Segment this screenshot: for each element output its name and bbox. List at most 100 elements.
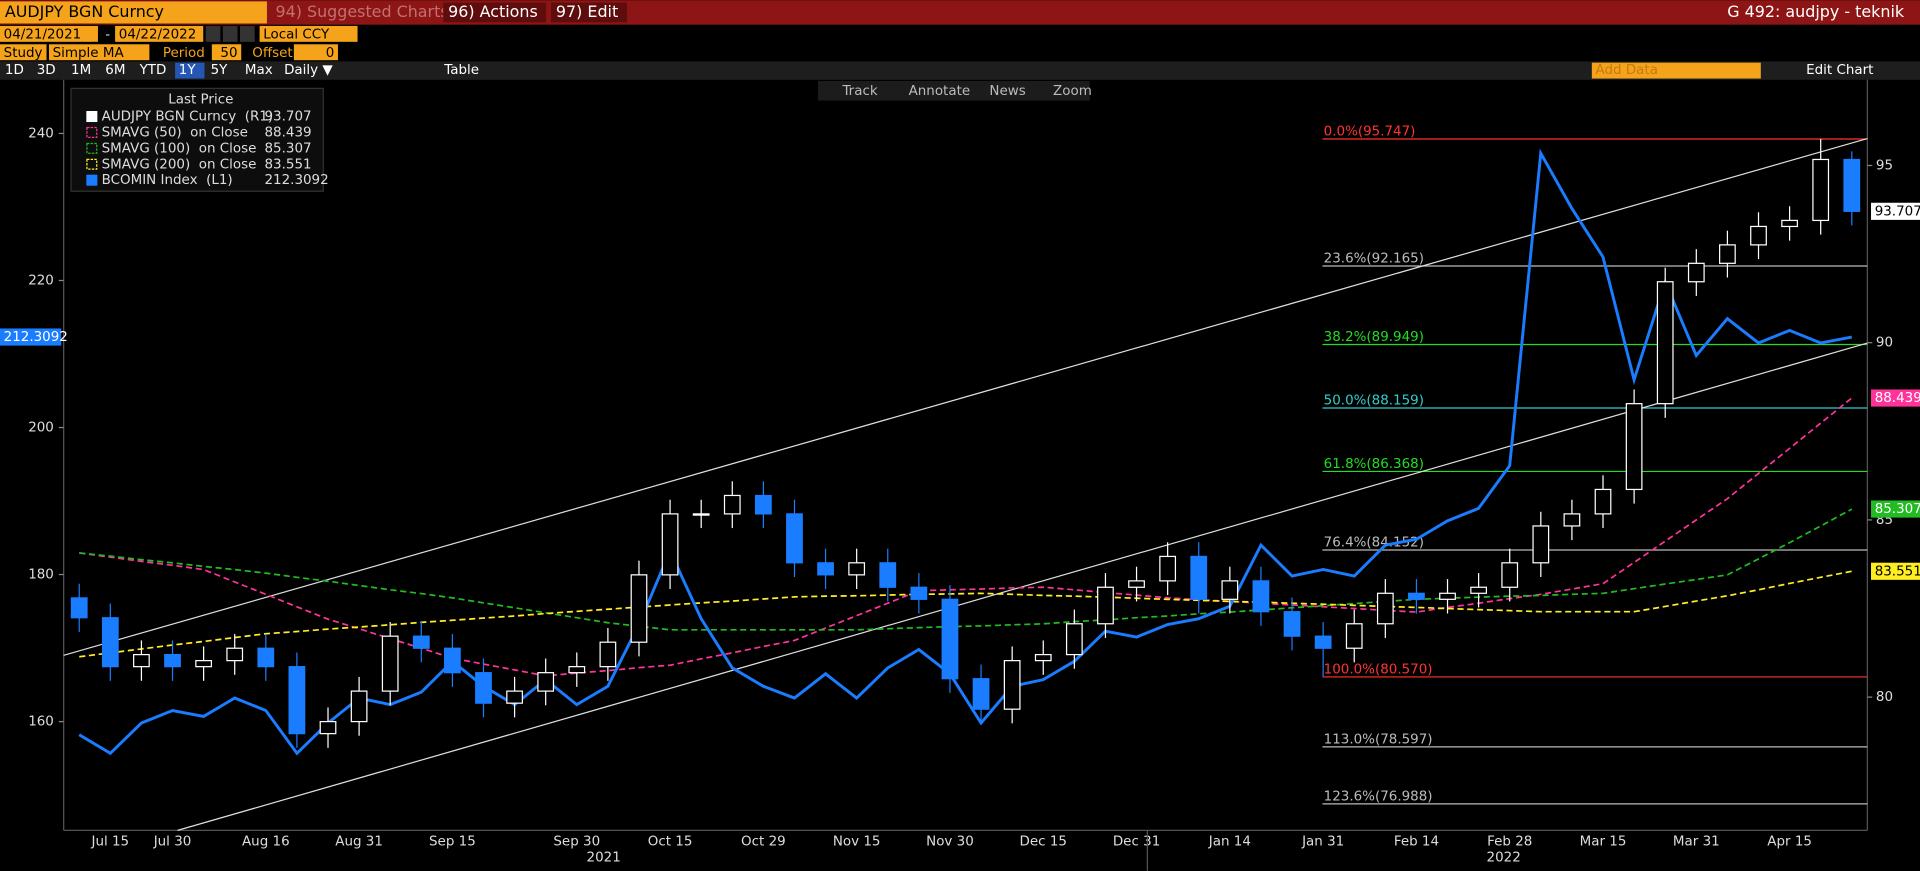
period-button[interactable]: Max — [245, 63, 273, 78]
candle-body — [319, 720, 337, 735]
start-date: 04/21/2021 — [4, 27, 82, 42]
offset-label: Offset — [252, 46, 292, 61]
candle-body — [1408, 592, 1425, 600]
period-field[interactable] — [211, 44, 242, 61]
currency-field[interactable] — [259, 25, 358, 42]
edit-chart-button[interactable]: Edit Chart — [1806, 63, 1873, 78]
candle-body — [1003, 660, 1021, 710]
channel-line — [177, 342, 1868, 831]
legend-value: 88.439 — [264, 125, 311, 140]
menu-item[interactable]: 94) Suggested Charts — [276, 2, 449, 21]
y-tick-label: 180 — [28, 568, 54, 583]
last-value-label: 85.307 — [1875, 502, 1920, 517]
frequency-button[interactable]: Daily ▼ — [284, 63, 333, 78]
x-tick-label: Sep 15 — [429, 834, 476, 849]
calendar-button[interactable] — [205, 25, 221, 42]
legend-swatch — [86, 126, 98, 138]
candle-body — [70, 597, 88, 619]
sma-line — [79, 397, 1853, 677]
prev-button[interactable] — [222, 25, 238, 42]
period-label: Period — [163, 46, 205, 61]
x-tick-label: Aug 31 — [335, 834, 383, 849]
y-tick-label: 200 — [28, 421, 54, 436]
date-field[interactable] — [115, 25, 204, 42]
y2-tick-label: 80 — [1876, 690, 1893, 705]
menu-item[interactable]: 97) Edit — [556, 2, 618, 21]
legend: Last Price AUDJPY BGN Curncy (R1)93.707 S… — [70, 87, 329, 192]
x-group-label: 2021 — [587, 850, 621, 865]
candle-body — [692, 513, 710, 516]
security-field[interactable] — [0, 1, 267, 24]
legend-box — [70, 87, 324, 192]
period-button[interactable]: 1M — [71, 63, 91, 78]
sma-line — [79, 508, 1853, 631]
y2-tick-label: 90 — [1876, 336, 1893, 351]
tool-button[interactable]: Zoom — [1053, 84, 1092, 99]
fib-label: 38.2%(89.949) — [1324, 330, 1424, 345]
chart-tools — [817, 81, 1090, 101]
candle-body — [1719, 244, 1736, 264]
candle-body — [630, 574, 648, 643]
period-button[interactable]: 6M — [105, 63, 125, 78]
date-field[interactable] — [0, 25, 98, 42]
candle-body — [723, 494, 741, 515]
candle-body — [599, 641, 617, 668]
candle-body — [1439, 592, 1456, 600]
x-tick-label: Jul 30 — [153, 834, 192, 849]
period-button[interactable]: 1Y — [179, 63, 197, 78]
x-tick-label: Mar 15 — [1580, 834, 1627, 849]
candle-body — [1034, 653, 1052, 662]
x-tick-label: Dec 15 — [1020, 834, 1067, 849]
candle-body — [288, 666, 306, 735]
candle-body — [1190, 555, 1208, 600]
candle-body — [1252, 580, 1270, 613]
candle-body — [568, 666, 586, 674]
table-button[interactable]: Table — [443, 63, 479, 78]
x-tick-label: Nov 15 — [833, 834, 881, 849]
menu-button[interactable] — [443, 2, 547, 23]
candle-body — [506, 690, 523, 704]
fib-label: 123.6%(76.988) — [1324, 790, 1433, 805]
study-field[interactable] — [48, 44, 150, 61]
last-value-badge — [1871, 202, 1920, 220]
candle-body — [754, 494, 772, 515]
candle-body — [1625, 403, 1643, 491]
period-highlight — [175, 62, 205, 79]
sma-line — [79, 570, 1852, 658]
fib-label: 50.0%(88.159) — [1324, 394, 1424, 409]
legend-label: SMAVG (100) on Close — [102, 141, 257, 156]
menu-item[interactable]: 96) Actions — [448, 2, 538, 21]
candle-body — [257, 647, 275, 668]
period-button[interactable]: 5Y — [211, 63, 229, 78]
x-tick-label: Nov 30 — [926, 834, 974, 849]
menu-button[interactable] — [551, 2, 627, 23]
candle-body — [226, 647, 244, 662]
study-label: Study — [4, 46, 43, 61]
candle-body — [1345, 623, 1363, 649]
tool-button[interactable]: News — [989, 84, 1025, 99]
candle-body — [444, 647, 461, 674]
candle-body — [1501, 562, 1519, 588]
tool-button[interactable]: Annotate — [909, 84, 971, 99]
tool-button[interactable]: Track — [841, 84, 877, 99]
candle-body — [786, 513, 803, 564]
period-button[interactable]: 1D — [5, 63, 24, 78]
x-tick-label: Aug 16 — [242, 834, 290, 849]
legend-label: SMAVG (50) on Close — [102, 125, 248, 140]
candle-body — [381, 635, 399, 692]
x-tick-label: Oct 15 — [648, 834, 693, 849]
add-data-field[interactable] — [1591, 62, 1761, 79]
candle-body — [350, 690, 368, 723]
next-button[interactable] — [240, 25, 255, 42]
last-value-badge — [1871, 389, 1920, 407]
offset-field[interactable] — [293, 44, 338, 61]
currency: Local CCY — [263, 27, 330, 42]
period-button[interactable]: 3D — [37, 63, 56, 78]
period-button[interactable]: YTD — [139, 63, 167, 78]
candle-body — [1128, 580, 1145, 588]
candle-body — [817, 562, 834, 576]
candle-body — [475, 672, 492, 704]
last-value-label: 93.707 — [1875, 204, 1920, 219]
candle-body — [164, 653, 181, 668]
